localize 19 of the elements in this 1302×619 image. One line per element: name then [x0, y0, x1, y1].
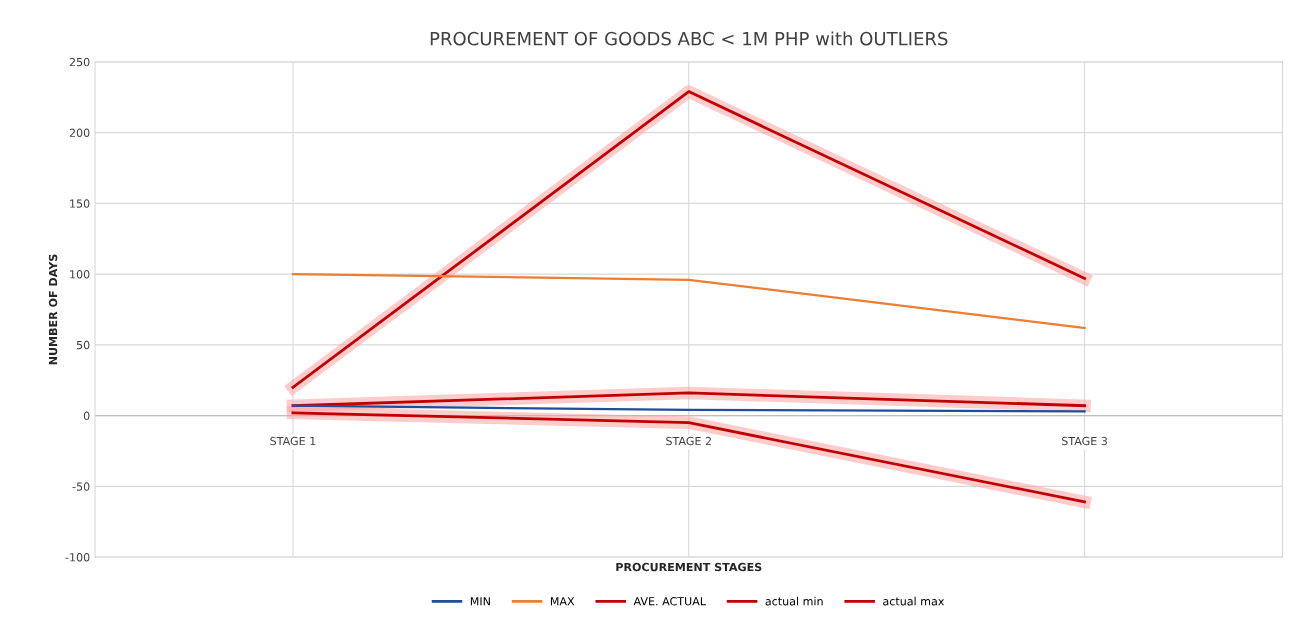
y-axis-title: NUMBER OF DAYS [48, 254, 58, 365]
y-tick-label: 100 [70, 270, 90, 279]
chart-title: PROCUREMENT OF GOODS ABC < 1M PHP with OUTLIERS [430, 31, 948, 46]
legend-label: MAX [550, 597, 575, 606]
x-tick-label: STAGE 3 [1061, 436, 1107, 446]
legend-label: actual min [765, 596, 823, 606]
y-tick-label: 150 [70, 199, 90, 208]
x-axis-title: PROCUREMENT STAGES [616, 562, 762, 572]
y-tick-label: 250 [69, 57, 90, 67]
y-tick-label: -50 [72, 482, 90, 491]
y-tick-label: -100 [65, 553, 90, 562]
x-tick-label: STAGE 2 [666, 436, 711, 446]
x-tick-label: STAGE 1 [270, 436, 316, 446]
y-tick-label: 50 [76, 340, 90, 350]
legend-label: actual max [883, 596, 945, 606]
legend-label: AVE. ACTUAL [633, 597, 706, 606]
y-tick-label: 0 [83, 411, 90, 420]
y-tick-label: 200 [69, 128, 90, 138]
legend-label: MIN [470, 597, 490, 606]
